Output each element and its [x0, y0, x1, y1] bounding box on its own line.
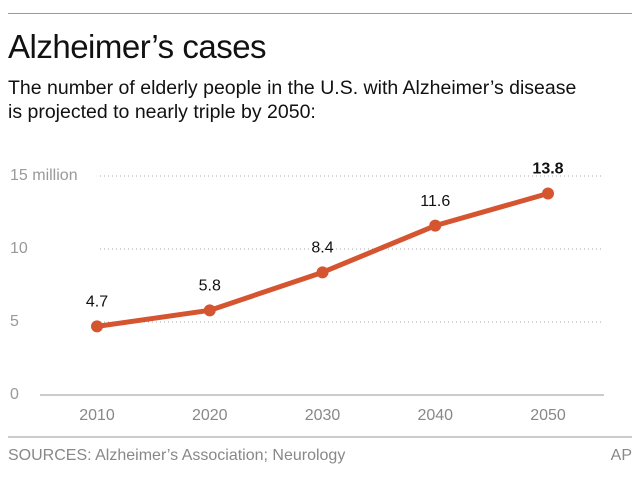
source: SOURCES: Alzheimer’s Association; Neurol…: [8, 447, 345, 464]
x-tick-label: 2010: [79, 407, 115, 424]
x-tick-label: 2040: [417, 407, 453, 424]
data-label: 13.8: [532, 161, 563, 178]
x-tick-label: 2020: [192, 407, 228, 424]
line: [96, 191, 549, 329]
credit: AP: [611, 447, 632, 464]
point: [542, 187, 554, 200]
chart-title: Alzheimer’s cases: [8, 28, 267, 65]
chart-subtitle: The number of elderly people in the U.S.…: [8, 77, 577, 123]
point: [316, 266, 329, 279]
y-tick-label: 15 million: [10, 167, 78, 184]
x-tick-label: 2050: [530, 407, 566, 424]
data-label: 5.8: [199, 278, 221, 295]
y-tick-label: 5: [10, 313, 19, 330]
top-rule: [8, 13, 632, 14]
point: [203, 304, 216, 317]
point: [91, 320, 103, 333]
data-label: 4.7: [86, 294, 108, 311]
y-tick-label: 0: [10, 386, 19, 403]
data-label: 8.4: [311, 240, 333, 257]
x-tick-label: 2030: [305, 407, 341, 424]
data-label: 11.6: [420, 193, 450, 210]
y-tick-label: 10: [10, 240, 28, 257]
point: [429, 219, 442, 232]
